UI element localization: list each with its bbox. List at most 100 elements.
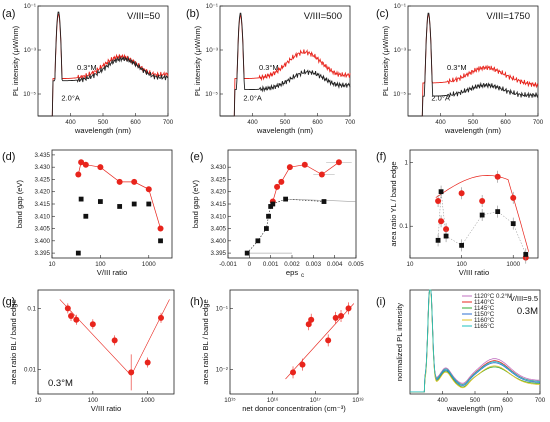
data-point-red [332, 314, 339, 321]
y-tick-label: 10⁻¹ [216, 305, 228, 312]
series-line-black [38, 11, 169, 117]
x-tick-label: 600 [312, 119, 323, 126]
y-axis-label: normalized PL intensity [395, 303, 404, 381]
data-point-red [64, 305, 71, 312]
x-tick-label: 700 [533, 119, 544, 126]
data-point-black [523, 252, 529, 257]
x-tick-label: 400 [435, 119, 446, 126]
data-point-red [78, 159, 85, 166]
panel-g: (g) 10 100 1000 0.1 0.01 V/III ratio area ratio… [2, 289, 175, 413]
legend-entry: 1120°C 0.2°M [474, 293, 512, 300]
data-point-black [97, 199, 103, 204]
data-point-red [286, 164, 293, 171]
x-tick-label: 10 [407, 261, 414, 268]
y-tick-label: 3.410 [211, 213, 227, 220]
y-tick-label: 3.430 [211, 164, 227, 171]
data-point-red [299, 361, 306, 368]
data-point-red [68, 312, 75, 319]
x-tick-label: 0.002 [284, 261, 300, 268]
y-tick-label: 3.410 [35, 213, 51, 220]
y-tick-label: 3.415 [211, 201, 227, 208]
x-axis-label-subscript: c [301, 272, 304, 279]
y-tick-label: 10⁻⁵ [205, 91, 218, 98]
x-tick-label: 400 [247, 119, 258, 126]
data-point-black [443, 233, 449, 239]
x-tick-label: 10¹⁵ [224, 397, 236, 404]
ratio-annotation: V/III=1750 [486, 11, 530, 22]
data-point-red [494, 173, 501, 180]
series-annotation: 0.3°M [48, 378, 73, 389]
panel-d: (d) 10 100 1000 3.435 3.430 3.425 3.420 3.415 3.4… [2, 149, 173, 277]
x-tick-label: 10 [35, 397, 42, 404]
x-axis-label: V/III ratio [459, 268, 489, 277]
data-point-black [435, 237, 441, 243]
data-point-black [510, 221, 516, 227]
y-tick-label: 3.415 [35, 201, 51, 208]
x-tick-label: 0.001 [263, 261, 279, 268]
y-tick-label: 3.425 [35, 176, 51, 183]
x-axis-label: wavelength (nm) [446, 404, 504, 413]
data-point-red [318, 171, 325, 178]
data-point-red [274, 183, 281, 190]
x-tick-label: 500 [98, 119, 109, 126]
y-tick-label: 10⁻⁵ [23, 91, 36, 98]
data-point-black [459, 242, 465, 248]
ratio-annotation: V/III=50 [127, 11, 160, 22]
y-axis-label: area ratio BL / band edge [201, 299, 210, 384]
y-tick-label: 10⁻³ [24, 47, 36, 54]
data-point-black [266, 213, 271, 219]
panel-c: (c) 10⁻¹ 10⁻³ 10⁻⁵ 400 500 600 700 wavelength (n… [376, 3, 544, 135]
x-tick-label: 10 [49, 261, 56, 268]
x-tick-label: 100 [88, 397, 99, 404]
data-point-red [308, 316, 315, 323]
series-line-red [220, 14, 351, 117]
x-tick-label: 700 [535, 397, 546, 404]
data-point-red [75, 171, 82, 178]
y-tick-label: 3.400 [211, 238, 227, 245]
x-tick-label: 1000 [142, 261, 156, 268]
plot-frame [51, 149, 173, 259]
panel-label: (g) [2, 296, 15, 308]
x-tick-label: 600 [130, 119, 141, 126]
y-tick-label: 10⁻² [216, 367, 228, 374]
y-axis-label: PL intensity (μW/nm) [381, 25, 390, 96]
data-point-red [73, 316, 80, 323]
x-tick-label: -0.001 [219, 261, 237, 268]
x-tick-label: 700 [345, 119, 356, 126]
data-point-black [117, 204, 123, 209]
panel-label: (a) [2, 8, 15, 20]
data-point-red [82, 161, 89, 168]
data-point-black [244, 250, 250, 256]
x-tick-label: 1000 [506, 261, 520, 268]
data-point-red [144, 359, 151, 366]
legend-entry: 1165°C [474, 323, 495, 330]
y-tick-label: 3.395 [211, 250, 227, 257]
data-point-red [443, 226, 450, 233]
data-point-black [158, 238, 163, 244]
series-label-black: 2.0°A [61, 94, 79, 103]
series-line [410, 289, 540, 393]
panel-label: (h) [190, 296, 203, 308]
series-label-red: 0.3°M [259, 63, 279, 72]
panel-label: (c) [376, 8, 389, 20]
plot-frame [229, 289, 359, 395]
x-tick-label: 500 [470, 397, 481, 404]
data-point-red [510, 194, 517, 201]
y-axis-label: band gap (eV) [15, 179, 24, 228]
y-axis-label: area ratio YL / band edge [389, 161, 398, 246]
x-axis-label: eps [286, 268, 298, 277]
data-point-black [268, 204, 274, 209]
series-line-black [220, 12, 351, 117]
x-tick-label: 1000 [141, 397, 155, 404]
plot-frame [409, 149, 539, 259]
data-point-red [116, 178, 123, 185]
series-line-black [408, 12, 539, 117]
y-tick-label: 0.01 [24, 367, 37, 374]
y-tick-label: 10⁻¹ [206, 3, 218, 10]
data-point-red [290, 369, 297, 376]
series-label-red: 0.3°M [447, 63, 467, 72]
x-tick-label: 0.005 [348, 261, 364, 268]
x-axis-label: net donor concentration (cm⁻³) [242, 404, 346, 413]
panel-e: (e) -0.001 0 0.001 0.002 0.003 0.004 0.005 3.430… [190, 149, 364, 279]
